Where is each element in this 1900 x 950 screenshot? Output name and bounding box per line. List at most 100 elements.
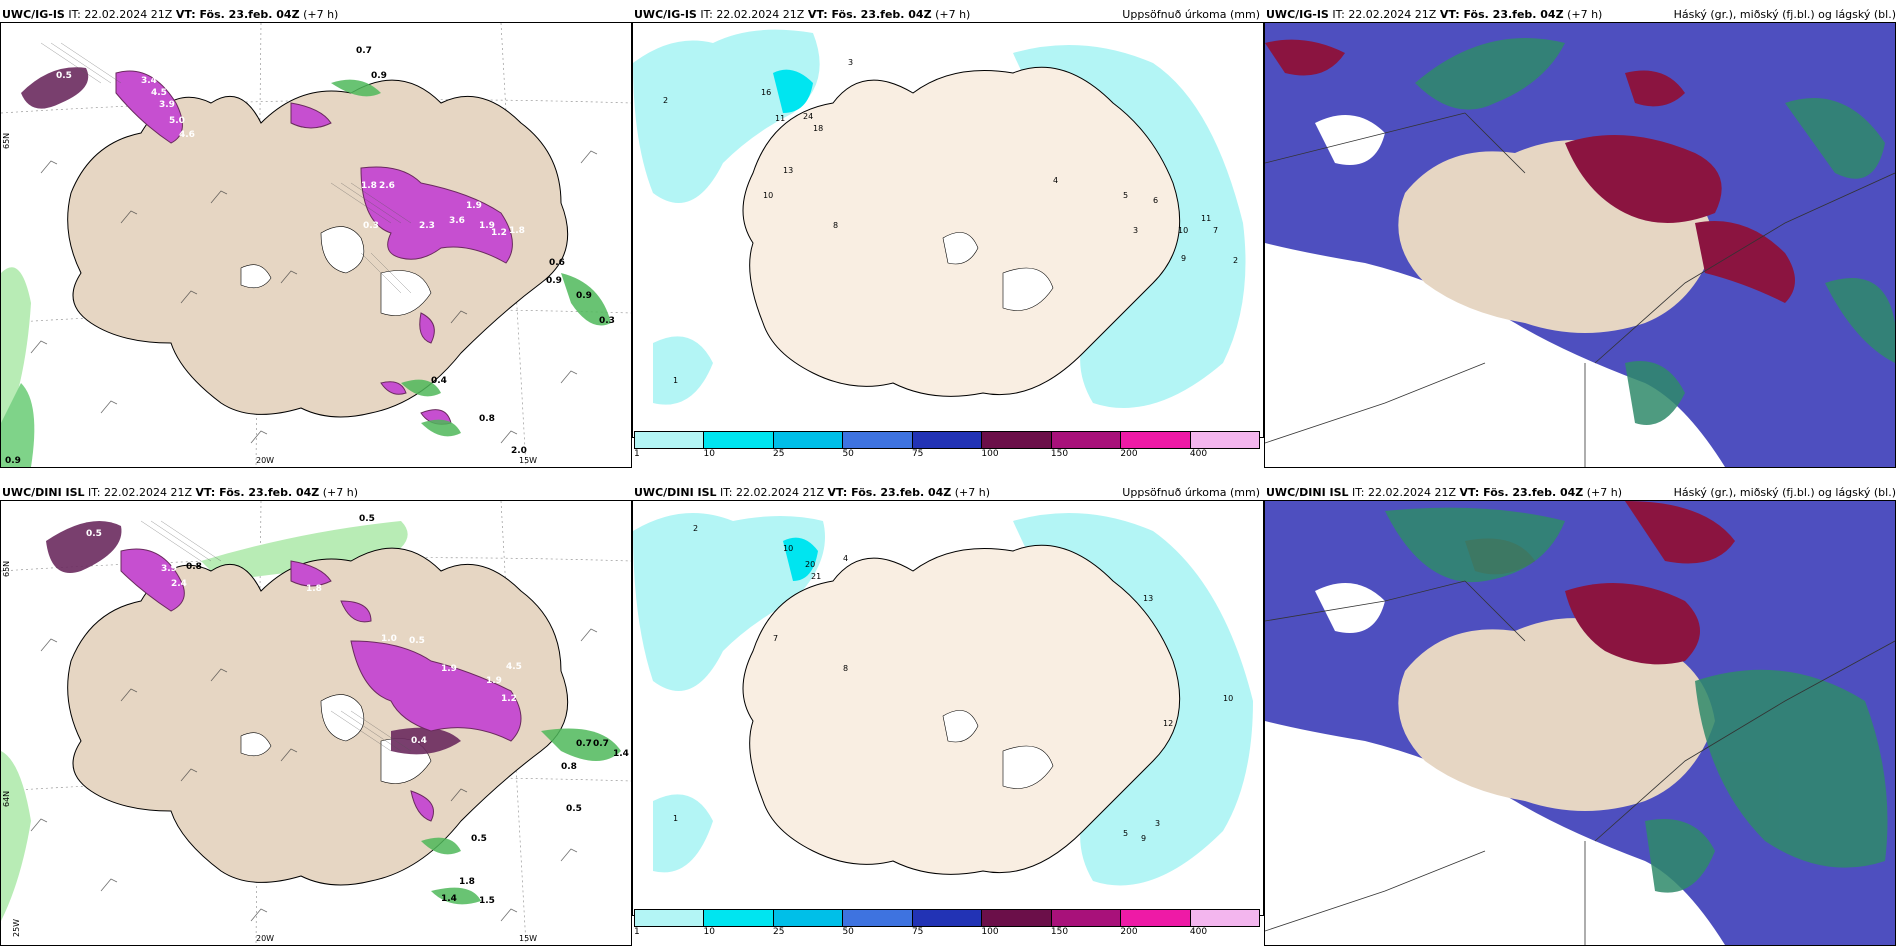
lat-label: 65N: [2, 561, 11, 577]
colorbar-cells: [634, 431, 1260, 449]
lon-label-20w: 20W: [256, 934, 274, 943]
colorbar-cell: [912, 910, 983, 926]
accum-value: 7: [1213, 226, 1218, 235]
colorbar-ticks: 1 10 25 50 75 100 150 200 400: [634, 449, 1260, 461]
accum-value: 10: [763, 191, 773, 200]
map-accum-precip[interactable]: 2 3 16 24 18 11 13 10 8 4 3 6 5 9 10 11 …: [632, 22, 1264, 438]
colorbar-cell: [773, 432, 844, 448]
accum-value: 10: [783, 544, 793, 553]
colorbar: 1 10 25 50 75 100 150 200 400: [634, 431, 1260, 461]
accum-value: 20: [805, 560, 815, 569]
accum-value: 18: [813, 124, 823, 133]
precip-value: 1.8: [361, 181, 377, 191]
accum-value: 2: [693, 524, 698, 533]
colorbar-cell: [1051, 910, 1122, 926]
accum-value: 8: [843, 664, 848, 673]
colorbar: 1 10 25 50 75 100 150 200 400: [634, 909, 1260, 939]
precip-value: 3.9: [159, 100, 175, 110]
colorbar-cell: [704, 910, 774, 926]
accum-value: 5: [1123, 829, 1128, 838]
precip-value: 2.0: [511, 446, 527, 456]
precip-value: 1.0: [381, 634, 397, 644]
colorbar-tick: 75: [911, 449, 924, 459]
precip-value: 1.2: [501, 694, 517, 704]
accum-value: 5: [1123, 191, 1128, 200]
colorbar-tick: 1: [634, 927, 640, 937]
lon-label-15w: 15W: [519, 456, 537, 465]
lon-label-20w: 20W: [256, 456, 274, 465]
precip-value: 1.9: [441, 664, 457, 674]
accum-value: 16: [761, 88, 771, 97]
precip-value: 1.9: [479, 221, 495, 231]
precip-value: 4.5: [151, 88, 167, 98]
accum-value: 9: [1181, 254, 1186, 263]
accum-value: 11: [775, 114, 785, 123]
colorbar-cell: [1051, 432, 1122, 448]
panel-field-title: Uppsöfnuð úrkoma (mm): [1122, 486, 1260, 499]
precip-value: 2.6: [379, 181, 395, 191]
map-precip-wind[interactable]: 65N 20W 15W 0.5 3.4 4.5 3.9 5.0 4.6 0.7 …: [0, 22, 632, 468]
precip-value: 1.9: [466, 201, 482, 211]
precip-value: 3.9: [161, 564, 177, 574]
map-accum-precip[interactable]: 2 10 20 21 4 7 8 13 12 10 9 5 3 1: [632, 500, 1264, 916]
precip-value: 2.4: [171, 579, 187, 589]
panel-ig-clouds: UWC/IG-IS IT: 22.02.2024 21Z VT: Fös. 23…: [1264, 6, 1900, 468]
precip-value: 1.9: [486, 676, 502, 686]
colorbar-tick: 100: [981, 449, 999, 459]
precip-value: 1.5: [479, 896, 495, 906]
colorbar-cell: [773, 910, 844, 926]
panel-ig-precip-wind: UWC/IG-IS IT: 22.02.2024 21Z VT: Fös. 23…: [0, 6, 632, 468]
lon-label-15w: 15W: [519, 934, 537, 943]
colorbar-tick: 50: [842, 927, 854, 937]
accum-value: 8: [833, 221, 838, 230]
precip-value: 0.3: [363, 221, 379, 231]
colorbar-cell: [843, 910, 913, 926]
accum-value: 12: [1163, 719, 1173, 728]
precip-value: 5.0: [169, 116, 185, 126]
map-clouds[interactable]: [1264, 500, 1896, 946]
colorbar-cell: [1190, 910, 1259, 926]
colorbar-tick: 200: [1120, 449, 1138, 459]
precip-value: 1.8: [509, 226, 525, 236]
colorbar-cells: [634, 909, 1260, 927]
precip-value: 0.9: [576, 291, 592, 301]
colorbar-cell: [982, 432, 1052, 448]
colorbar-cell: [635, 432, 705, 448]
panel-dini-accum: UWC/DINI ISL IT: 22.02.2024 21Z VT: Fös.…: [632, 484, 1264, 942]
precip-value: 0.5: [86, 529, 102, 539]
map-precip-wind[interactable]: 65N 64N 25W 20W 15W 0.5 1.3 3.9 2.4 0.8 …: [0, 500, 632, 946]
accum-value: 4: [1053, 176, 1058, 185]
precip-value: 0.5: [471, 834, 487, 844]
accum-value: 4: [843, 554, 848, 563]
map-clouds[interactable]: [1264, 22, 1896, 468]
accum-value: 3: [1133, 226, 1138, 235]
colorbar-tick: 150: [1050, 927, 1069, 937]
panel-title: UWC/IG-IS IT: 22.02.2024 21Z VT: Fös. 23…: [634, 8, 971, 21]
precip-value: 0.5: [359, 514, 375, 524]
precip-value: 0.3: [599, 316, 615, 326]
precip-value: 0.7: [576, 739, 592, 749]
panel-title: UWC/DINI ISL IT: 22.02.2024 21Z VT: Fös.…: [2, 486, 359, 499]
colorbar-tick: 75: [911, 927, 924, 937]
panel-dini-clouds: UWC/DINI ISL IT: 22.02.2024 21Z VT: Fös.…: [1264, 484, 1900, 946]
precip-value: 2.3: [419, 221, 435, 231]
panel-field-title: Uppsöfnuð úrkoma (mm): [1122, 8, 1260, 21]
panel-title: UWC/DINI ISL IT: 22.02.2024 21Z VT: Fös.…: [1266, 486, 1623, 499]
accum-value: 2: [663, 96, 668, 105]
accum-value: 3: [1155, 819, 1160, 828]
accum-value: 3: [848, 58, 853, 67]
colorbar-tick: 400: [1189, 927, 1208, 937]
precip-value: 0.4: [411, 736, 427, 746]
precip-value: 1.4: [441, 894, 457, 904]
accum-value: 10: [1223, 694, 1233, 703]
lat-label: 65N: [2, 133, 11, 149]
colorbar-cell: [912, 432, 983, 448]
precip-value: 0.8: [186, 562, 202, 572]
precip-value: 0.8: [561, 762, 577, 772]
colorbar-tick: 50: [842, 449, 854, 459]
colorbar-tick: 25: [772, 927, 785, 937]
panel-title: UWC/DINI ISL IT: 22.02.2024 21Z VT: Fös.…: [634, 486, 991, 499]
panel-title: UWC/IG-IS IT: 22.02.2024 21Z VT: Fös. 23…: [2, 8, 339, 21]
accum-value: 13: [783, 166, 793, 175]
colorbar-cell: [1121, 432, 1191, 448]
